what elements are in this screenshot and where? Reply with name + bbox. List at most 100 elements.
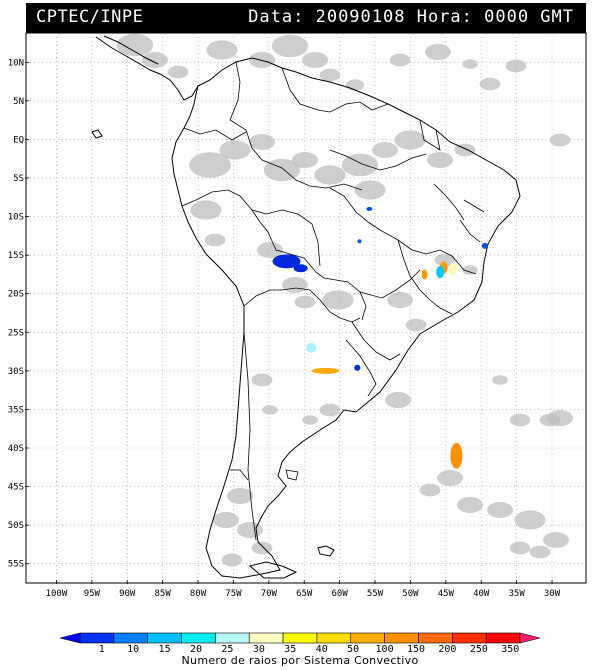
lightning-system: [354, 364, 361, 371]
cloud-patch: [262, 405, 278, 415]
lightning-system: [311, 367, 340, 374]
cloud-patch: [189, 152, 231, 178]
cloud-patch: [394, 130, 426, 150]
longitude-labels: 100W 95W 90W 85W 80W 75W 70W 65W 60W 55W 50W 45W 40W…: [46, 580, 561, 599]
date-time-label: Data: 20090108 Hora: 0000 GMT: [248, 7, 574, 27]
longitude-label: 85W: [155, 589, 172, 599]
latitude-label: 15S: [8, 251, 24, 261]
colorbar-segment: [113, 632, 148, 644]
lightning-system: [450, 442, 463, 469]
colorbar-segment: [215, 632, 250, 644]
colorbar-segment: [452, 632, 487, 644]
cloud-patch: [116, 33, 154, 57]
longitude-label: 50W: [402, 589, 419, 599]
cloud-patch: [539, 413, 561, 427]
lightning-system: [272, 254, 301, 269]
colorbar-label: 40: [316, 644, 328, 655]
latitude-label: 5S: [13, 174, 24, 184]
cloud-patch: [142, 52, 168, 68]
colorbar-label: 10: [127, 644, 139, 655]
cloud-patch: [419, 483, 441, 497]
cloud-patch: [319, 403, 341, 417]
cloud-patch: [206, 40, 238, 60]
cloud-patch: [167, 65, 189, 79]
cloud-patch: [505, 59, 527, 73]
longitude-label: 55W: [367, 589, 384, 599]
cloud-patch: [319, 68, 341, 82]
cloud-patch: [462, 59, 478, 69]
coastlines: [91, 35, 521, 579]
cloud-patch: [227, 488, 253, 504]
colorbar-segment: [282, 632, 318, 644]
lightning-system: [306, 342, 317, 353]
lightning-system: [421, 269, 428, 280]
cloud-patch: [487, 502, 513, 518]
latitude-label: 45S: [8, 483, 24, 493]
colorbar-label: 100: [376, 644, 394, 655]
cloud-patch: [514, 510, 546, 530]
cloud-patch: [190, 200, 222, 220]
longitude-label: 75W: [225, 589, 242, 599]
lightning-system: [481, 242, 488, 249]
cloud-patch: [345, 79, 365, 91]
cloud-patch: [479, 77, 501, 91]
cloud-patch: [237, 522, 263, 538]
colorbar-segment: [350, 632, 385, 644]
source-label: CPTEC/INPE: [36, 7, 144, 27]
cloud-patch: [302, 415, 318, 425]
latitude-label: 50S: [8, 521, 24, 531]
lightning-system: [436, 266, 445, 279]
cloud-patch: [425, 44, 451, 60]
cloud-patch: [509, 413, 531, 427]
cloud-patch: [302, 52, 328, 68]
lightning-system: [448, 263, 457, 276]
colorbar-arrow-low: [59, 632, 81, 644]
cloud-patch: [354, 180, 386, 200]
cloud-patch: [389, 53, 411, 67]
colorbar-label: 15: [159, 644, 171, 655]
cloud-patch: [437, 470, 463, 486]
longitude-label: 70W: [261, 589, 278, 599]
cloud-patch: [341, 153, 379, 177]
lightning-system: [366, 206, 373, 211]
longitude-label: 40W: [473, 589, 490, 599]
colorbar: [59, 632, 541, 644]
latitude-label: 10N: [8, 58, 24, 68]
cloud-patch: [271, 34, 309, 58]
longitude-label: 65W: [296, 589, 313, 599]
cloud-patch: [385, 392, 411, 408]
cloud-patch: [221, 553, 243, 567]
cloud-patch: [251, 541, 273, 555]
colorbar-label: 1: [99, 644, 105, 655]
longitude-label: 45W: [438, 589, 455, 599]
colorbar-segment: [316, 632, 352, 644]
colorbar-label: 30: [253, 644, 265, 655]
title-bar: CPTEC/INPE Data: 20090108 Hora: 0000 GMT: [26, 3, 586, 33]
graticule: [26, 33, 586, 583]
cloud-patch: [509, 541, 531, 555]
cloud-patch: [322, 290, 354, 310]
colorbar-caption: Numero de raios por Sistema Convectivo: [181, 654, 419, 667]
cloud-patch: [434, 253, 456, 267]
longitude-label: 30W: [544, 589, 561, 599]
colorbar-arrow-high: [519, 632, 541, 644]
latitude-label: 40S: [8, 444, 24, 454]
cloud-patch: [372, 142, 398, 158]
lightning-system: [293, 264, 308, 273]
colorbar-label: 35: [284, 644, 296, 655]
colorbar-segment: [418, 632, 453, 644]
latitude-label: 55S: [8, 560, 24, 570]
cloud-patch: [529, 545, 551, 559]
cloud-patch: [457, 497, 483, 513]
lightning-system: [357, 239, 362, 244]
colorbar-label: 200: [438, 644, 456, 655]
cloud-patch: [204, 233, 226, 247]
colorbar-segment: [485, 632, 521, 644]
cloud-patch: [282, 277, 308, 293]
country-borders: [181, 61, 485, 541]
latitude-label: 35S: [8, 405, 24, 415]
colorbar-labels: 1 10 15 20 25 30 35 40 50 100 150 200 250 350: [99, 644, 520, 655]
latitude-label: 30S: [8, 367, 24, 377]
colorbar-segment: [79, 632, 115, 644]
colorbar-segment: [147, 632, 182, 644]
